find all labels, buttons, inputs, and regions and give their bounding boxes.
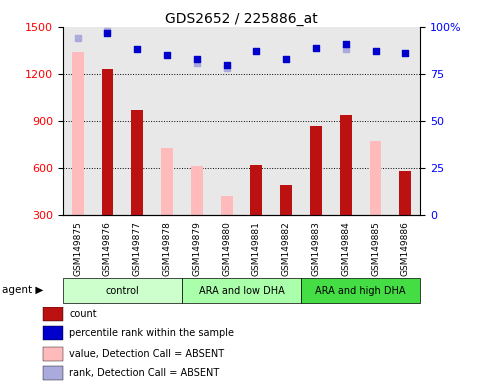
- Point: [282, 56, 290, 62]
- Point: [223, 65, 230, 71]
- Text: control: control: [105, 286, 139, 296]
- Point: [133, 46, 141, 53]
- Point: [104, 28, 112, 34]
- Point: [223, 61, 230, 68]
- Bar: [161, 147, 173, 215]
- Bar: [301, 278, 420, 303]
- Bar: [369, 141, 382, 215]
- Point: [163, 52, 171, 58]
- Bar: [340, 115, 352, 215]
- Bar: [43, 347, 63, 361]
- Bar: [63, 278, 182, 303]
- Bar: [101, 69, 114, 215]
- Point: [253, 48, 260, 55]
- Text: rank, Detection Call = ABSENT: rank, Detection Call = ABSENT: [69, 368, 219, 378]
- Text: ARA and low DHA: ARA and low DHA: [199, 286, 284, 296]
- Point: [312, 45, 320, 51]
- Bar: [221, 196, 233, 215]
- Text: percentile rank within the sample: percentile rank within the sample: [69, 328, 234, 338]
- Point: [342, 46, 350, 53]
- Bar: [131, 110, 143, 215]
- Point: [104, 30, 112, 36]
- Bar: [43, 307, 63, 321]
- Point: [342, 41, 350, 47]
- Point: [372, 48, 380, 55]
- Bar: [182, 278, 301, 303]
- Title: GDS2652 / 225886_at: GDS2652 / 225886_at: [165, 12, 318, 26]
- Point: [193, 56, 201, 62]
- Point: [193, 60, 201, 66]
- Bar: [43, 326, 63, 340]
- Text: agent ▶: agent ▶: [2, 285, 44, 295]
- Bar: [399, 171, 412, 215]
- Bar: [310, 126, 322, 215]
- Text: count: count: [69, 309, 97, 319]
- Bar: [280, 185, 292, 215]
- Bar: [43, 366, 63, 380]
- Bar: [251, 165, 262, 215]
- Bar: [72, 52, 84, 215]
- Point: [401, 50, 409, 56]
- Point: [74, 35, 82, 41]
- Text: value, Detection Call = ABSENT: value, Detection Call = ABSENT: [69, 349, 224, 359]
- Text: ARA and high DHA: ARA and high DHA: [315, 286, 406, 296]
- Bar: [191, 166, 203, 215]
